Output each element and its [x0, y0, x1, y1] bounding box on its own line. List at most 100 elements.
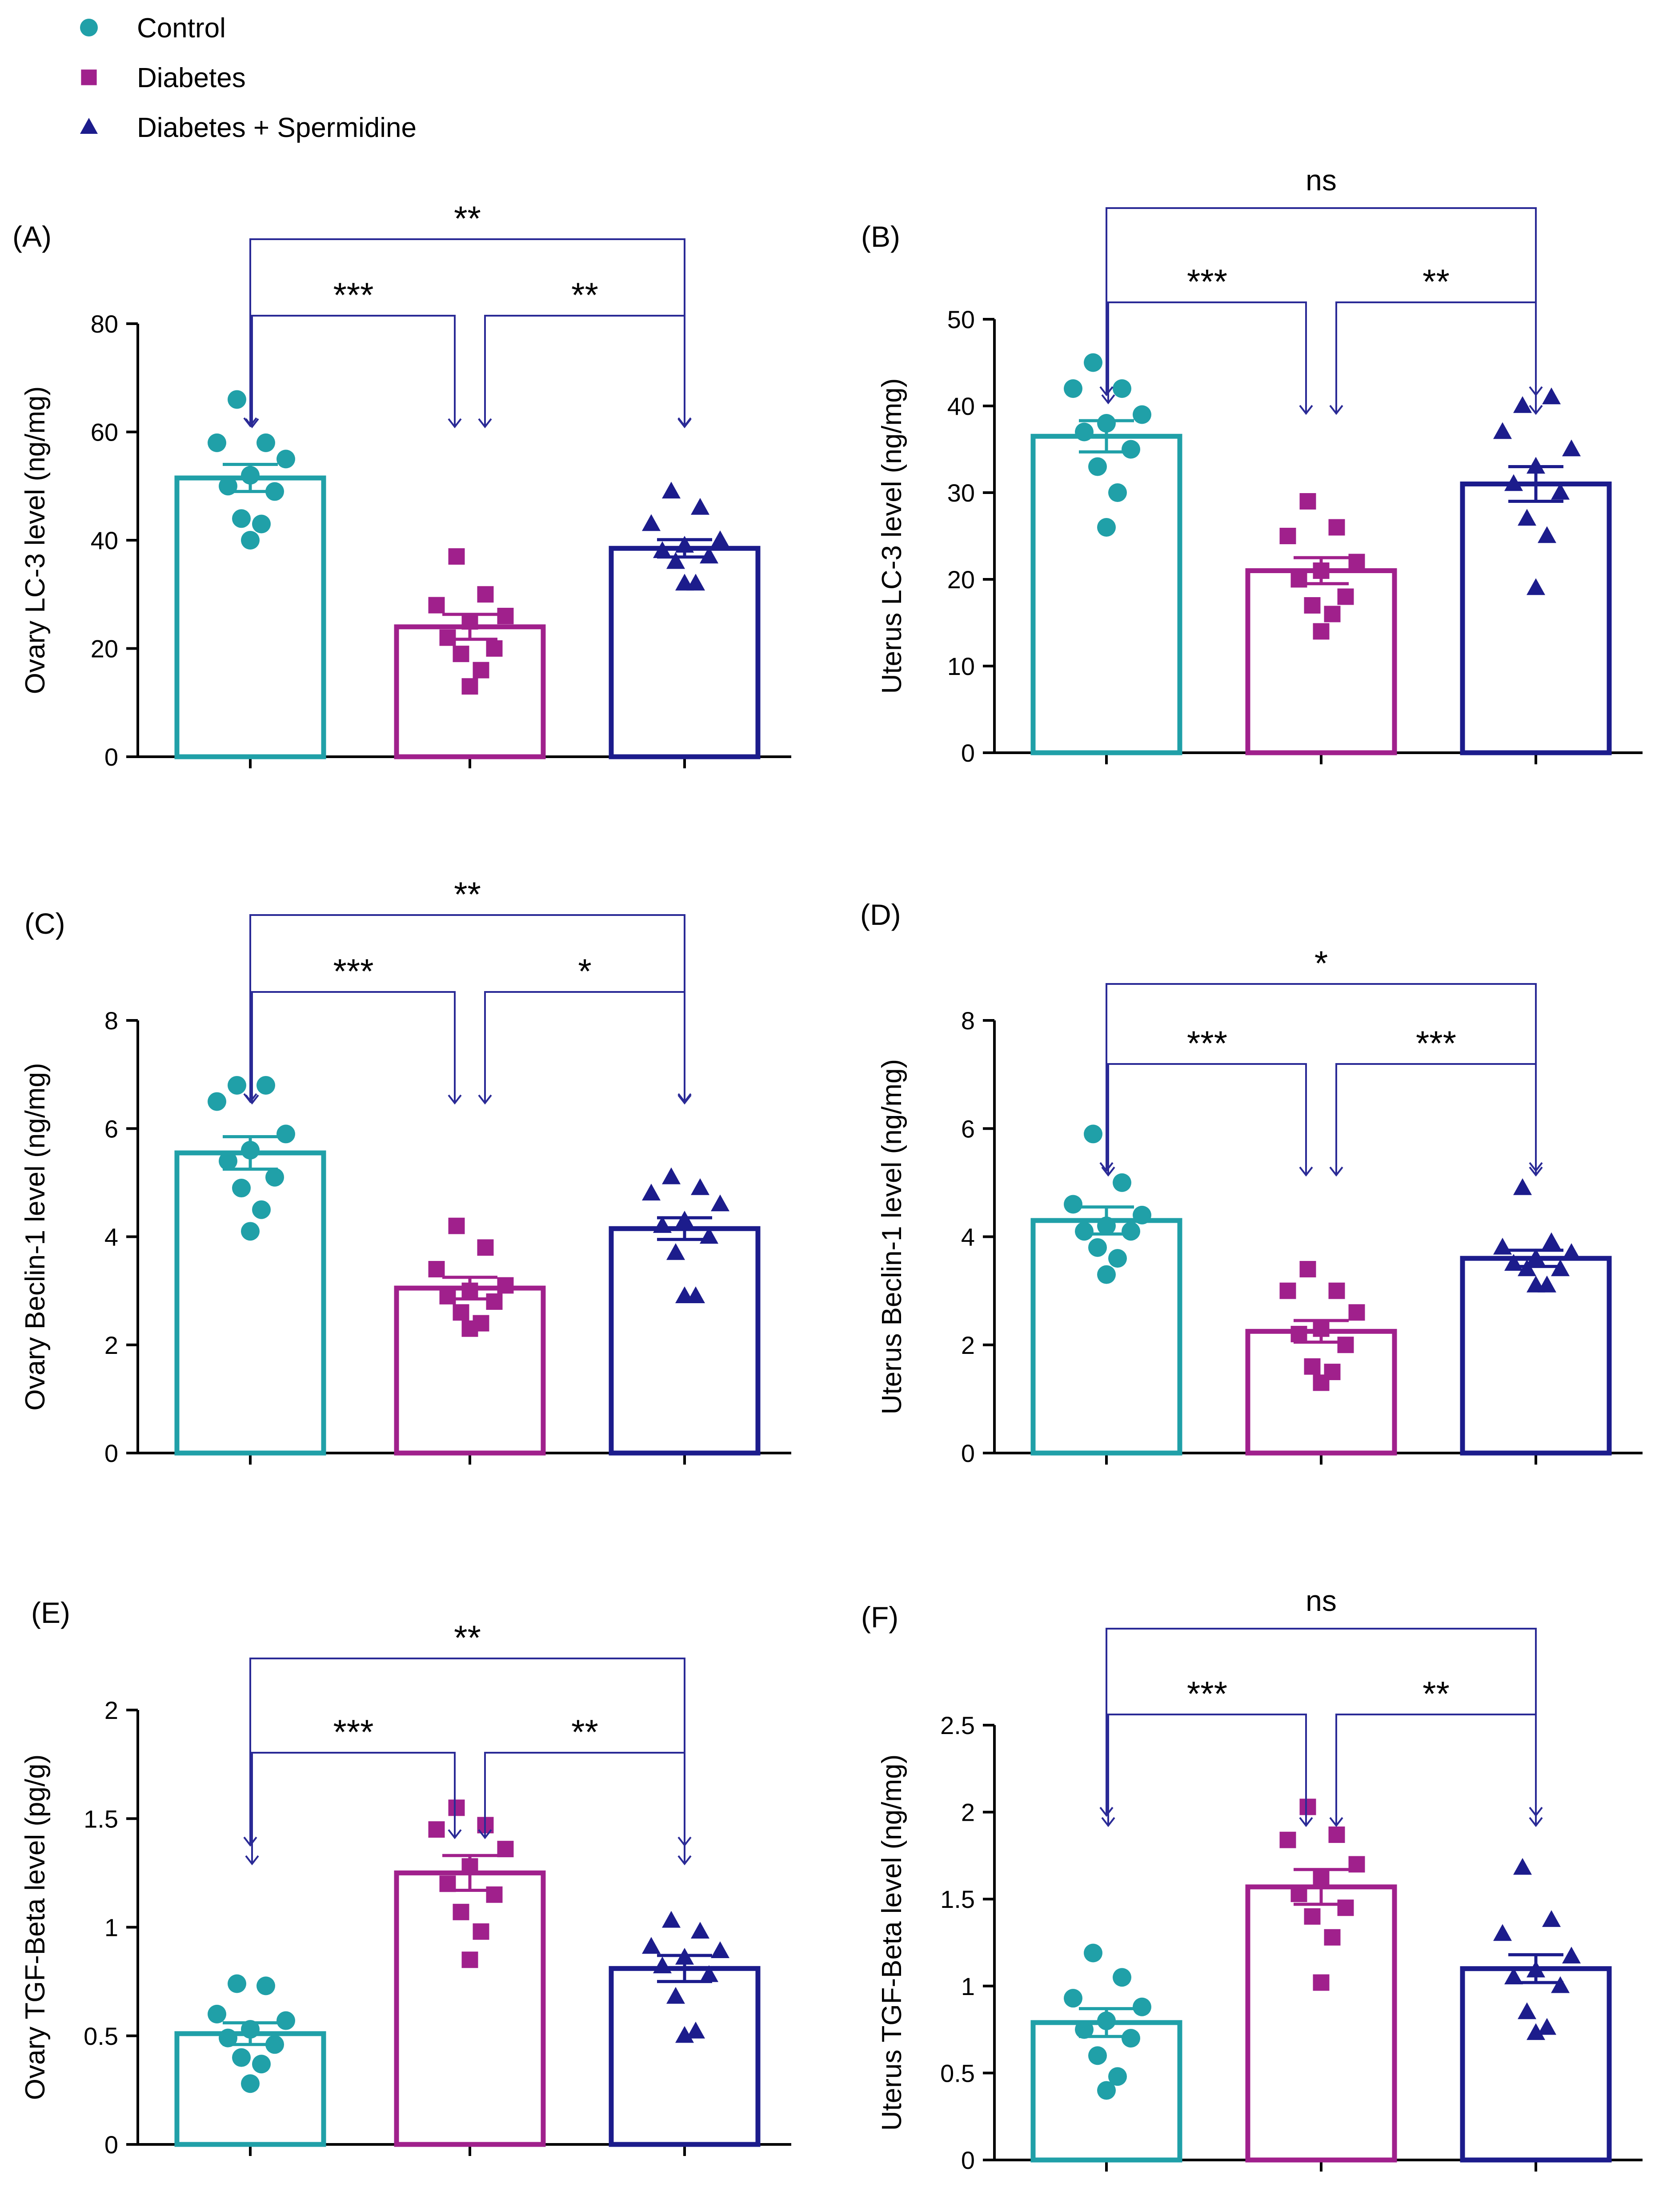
bracket-arrowhead: [1529, 1166, 1543, 1177]
bracket-arrowhead: [1299, 1166, 1313, 1177]
y-tick-label: 8: [961, 1007, 975, 1035]
bracket-arrowhead: [448, 1829, 462, 1839]
bracket-arrowhead: [243, 1093, 257, 1104]
data-point: [1337, 1337, 1354, 1353]
bracket-arrowhead: [677, 1093, 692, 1104]
data-point: [1299, 1799, 1316, 1815]
bracket-arrowhead: [1099, 386, 1114, 397]
data-point: [1075, 422, 1094, 442]
data-point: [1133, 405, 1151, 424]
data-point: [453, 1903, 469, 1920]
bracket-arrowhead: [1529, 1807, 1543, 1817]
data-point: [1122, 1222, 1140, 1241]
y-tick-label: 80: [91, 310, 118, 338]
data-point: [453, 1304, 469, 1321]
significance-bracket: [251, 315, 456, 427]
significance-bracket: [251, 991, 456, 1103]
chart-panel-f: (F) 0 0.5 1 1.5 2 2.5 Uterus TGF-Beta level (ng…: [861, 1584, 1643, 2174]
y-tick-label: 4: [104, 1223, 118, 1251]
y-tick-label: 1.5: [84, 1805, 118, 1833]
significance-label: ns: [1306, 1584, 1337, 1617]
significance-label: ***: [1187, 1674, 1227, 1713]
data-point: [1290, 1325, 1307, 1342]
y-tick-label: 20: [91, 635, 118, 663]
data-point: [675, 1286, 694, 1304]
data-point: [219, 2028, 237, 2047]
data-point: [1290, 571, 1307, 588]
data-point: [461, 1951, 478, 1968]
data-point: [276, 450, 295, 469]
bracket-arrowhead: [1299, 1817, 1313, 1827]
data-point: [1328, 1282, 1345, 1299]
significance-bracket: [1106, 983, 1537, 1171]
data-point: [453, 646, 469, 662]
data-point: [1348, 1856, 1365, 1873]
y-tick-label: 0: [961, 2146, 975, 2174]
data-point: [1113, 379, 1131, 398]
bracket-arrowhead: [1529, 405, 1543, 415]
data-point: [241, 2020, 260, 2039]
data-point: [448, 1799, 465, 1816]
significance-label: **: [454, 1618, 481, 1657]
data-point: [1064, 379, 1082, 398]
data-point: [1088, 1238, 1107, 1257]
data-point: [428, 597, 445, 614]
y-tick-label: 6: [961, 1115, 975, 1143]
data-point: [439, 1875, 456, 1892]
data-point: [1493, 1924, 1512, 1941]
data-point: [1527, 1249, 1545, 1265]
data-point: [1527, 1275, 1545, 1293]
data-point: [473, 662, 489, 678]
data-point: [1108, 1249, 1127, 1268]
y-tick-label: 60: [91, 418, 118, 446]
significance-label: ***: [1416, 1024, 1456, 1063]
data-point: [691, 1178, 709, 1195]
y-axis-label: Uterus LC-3 level (ng/mg): [877, 378, 907, 694]
data-point: [428, 1821, 445, 1838]
data-point: [241, 466, 260, 485]
data-point: [1324, 606, 1341, 622]
significance-label: ns: [1306, 164, 1337, 197]
y-axis-label: Ovary TGF-Beta level (pg/g): [20, 1754, 51, 2100]
data-point: [1084, 1943, 1102, 1963]
data-point: [653, 1956, 672, 1974]
data-point: [711, 1194, 729, 1212]
bracket-arrowhead: [1101, 1166, 1115, 1177]
panel-label: (F): [861, 1601, 898, 1634]
data-point: [1518, 2002, 1536, 2019]
data-point: [662, 1911, 681, 1928]
data-point: [461, 613, 478, 630]
data-point: [1562, 1243, 1581, 1260]
significance-label: ***: [333, 1712, 373, 1751]
chart-panel-b: (B) 0 10 20 30 40 50 Uterus LC-3 level (ng/mg) *…: [861, 164, 1643, 767]
bracket-arrowhead: [1101, 1817, 1115, 1827]
bracket-arrowhead: [243, 1836, 257, 1847]
data-point: [1328, 519, 1345, 536]
significance-bracket: [251, 1752, 456, 1864]
chart-panel-e: (E) 0 0.5 1 1.5 2 Ovary TGF-Beta level (pg/g) *…: [20, 1596, 791, 2159]
data-point: [1538, 526, 1556, 543]
data-point: [653, 1216, 672, 1233]
data-point: [1108, 2067, 1127, 2086]
data-point: [1562, 1947, 1581, 1964]
data-point: [256, 1076, 275, 1095]
data-point: [1542, 387, 1561, 405]
y-tick-label: 6: [104, 1115, 118, 1143]
data-point: [700, 1227, 718, 1244]
bracket-arrowhead: [1529, 1162, 1543, 1172]
data-point: [1304, 1908, 1321, 1925]
data-point: [486, 1293, 503, 1310]
data-point: [428, 1261, 445, 1277]
data-point: [1324, 1929, 1341, 1946]
data-point: [1348, 1304, 1365, 1321]
significance-label: **: [571, 275, 598, 314]
data-point: [1551, 482, 1570, 500]
data-point: [1504, 1967, 1523, 1984]
data-point: [675, 2026, 694, 2043]
data-point: [711, 530, 729, 547]
data-point: [1299, 1261, 1316, 1277]
data-point: [256, 433, 275, 452]
